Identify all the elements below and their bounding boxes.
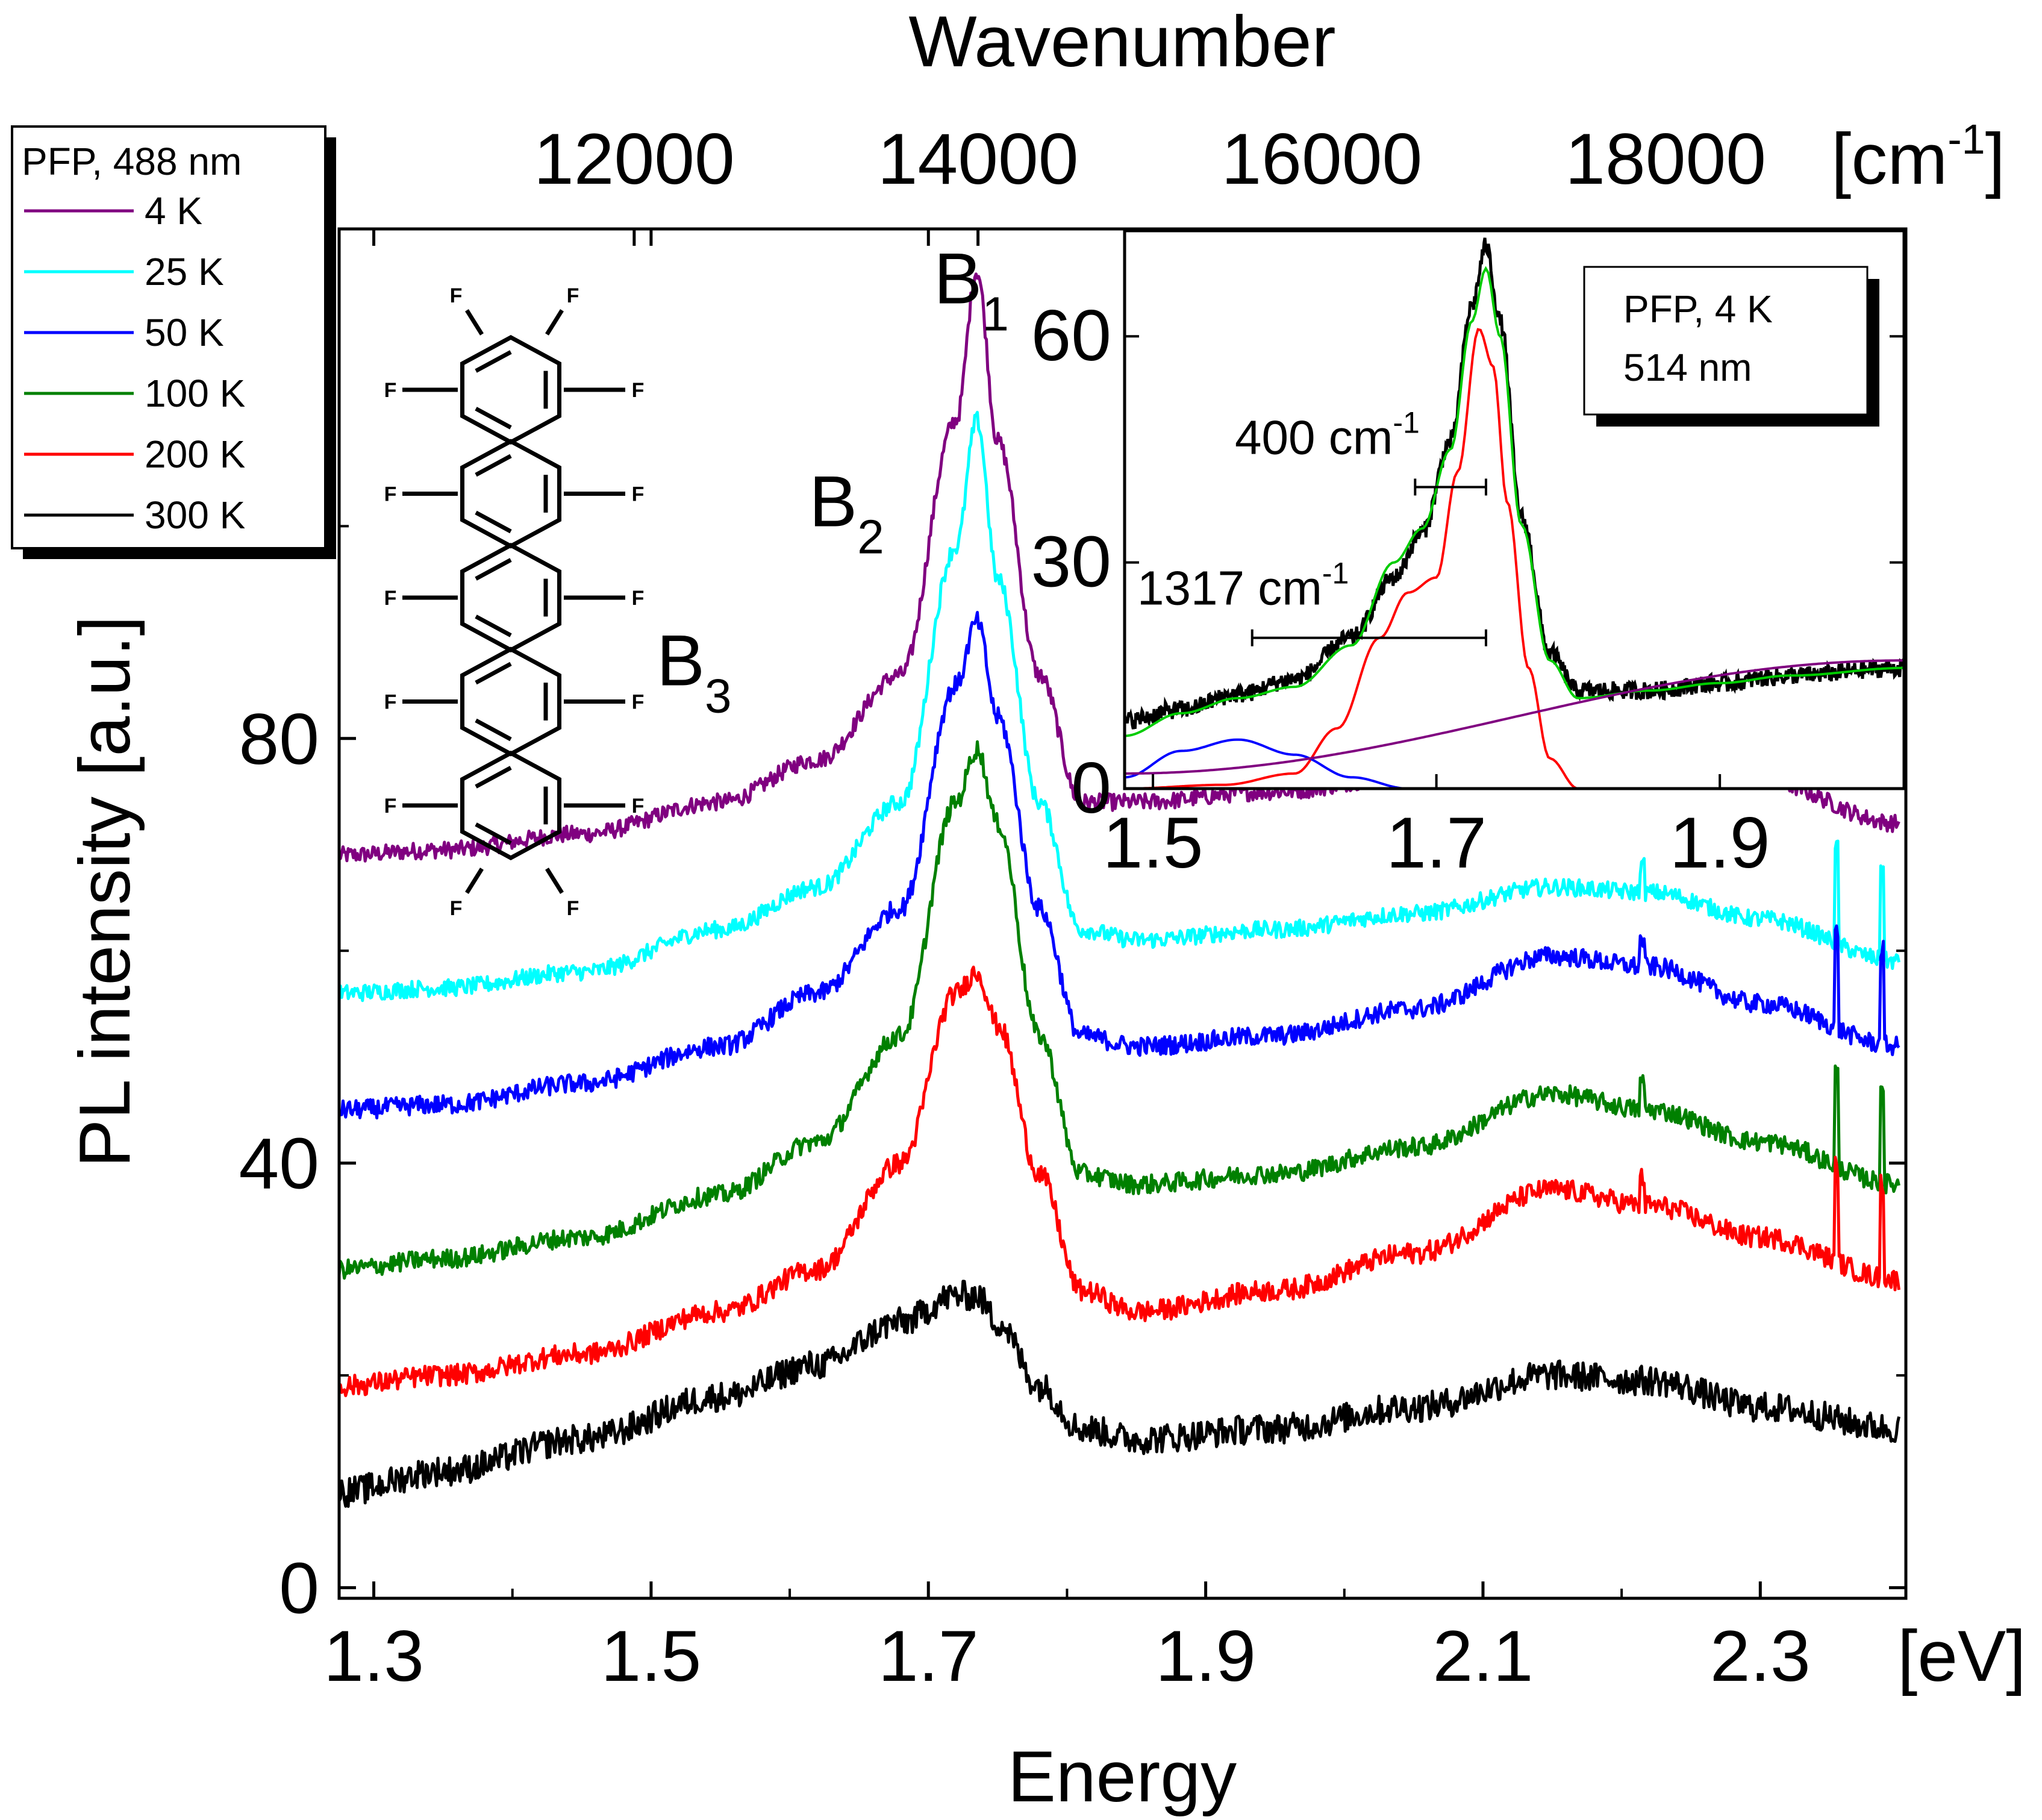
benzene-ring (460, 646, 561, 757)
inset-y-tick-label: 30 (1031, 522, 1111, 602)
fluorine-atom: F (384, 587, 397, 610)
peak-labels: B1 B2 B3 (657, 238, 1009, 722)
main-x-axis: 1.3 1.5 1.7 1.9 2.1 2.3 (323, 229, 1811, 1696)
main-y-axis: 0 40 80 (239, 525, 1906, 1628)
inset-y-tick-label: 60 (1031, 295, 1111, 376)
x-tick-label: 1.3 (323, 1616, 424, 1696)
fluorine-atom: F (450, 284, 463, 307)
double-bond (475, 661, 512, 685)
inset-annotation-label: 1317 cm-1 (1137, 557, 1349, 615)
x-tick-label: 1.7 (878, 1616, 979, 1696)
fluorine-atom: F (567, 284, 579, 307)
double-bond (475, 718, 512, 742)
x-axis-title: Energy (1008, 1736, 1237, 1817)
fluorine-atom: F (567, 897, 579, 920)
top-wavenumber-axis: 12000 14000 16000 18000 (534, 119, 1766, 246)
legend-item-label: 200 K (145, 433, 245, 476)
benzene-ring (460, 439, 561, 549)
double-bond (475, 822, 512, 845)
inset-series-fit (1124, 266, 1904, 737)
x-axis-unit: [eV] (1897, 1616, 2026, 1696)
double-bond (475, 766, 512, 789)
series-100k (337, 740, 1900, 1280)
inset-series-baseline (1125, 659, 1904, 775)
top-tick-label: 14000 (878, 119, 1079, 199)
top-axis-title: Wavenumber (908, 1, 1335, 82)
legend-title: PFP, 488 nm (22, 140, 242, 183)
inset-x-axis: 1.5 1.7 1.9 (1103, 774, 1770, 883)
inset-legend-subtitle: 514 nm (1623, 346, 1752, 389)
legend-item-label: 300 K (145, 493, 245, 537)
series-200k (337, 965, 1900, 1398)
fluorine-atom: F (632, 691, 645, 714)
fluorine-atom: F (632, 587, 645, 610)
legend-item-label: 100 K (145, 372, 245, 415)
peak-label-b2: B2 (809, 461, 884, 563)
double-bond (475, 350, 512, 373)
main-plot-frame (337, 227, 1908, 1600)
benzene-ring (460, 543, 561, 652)
top-axis-unit: [cm-1] (1831, 116, 2005, 199)
top-tick-label: 12000 (534, 119, 735, 199)
peak-label-b3: B3 (657, 621, 732, 723)
inset-annotation-label: 400 cm-1 (1235, 405, 1420, 464)
legend: PFP, 488 nm 4 K 25 K 50 K 100 K 200 K 300 K (11, 125, 336, 559)
double-bond (475, 454, 512, 477)
inset-x-tick-label: 1.5 (1103, 802, 1204, 883)
c-f-bond (465, 309, 484, 336)
inset-legend-title: PFP, 4 K (1623, 287, 1773, 331)
inset-x-tick-label: 1.9 (1670, 802, 1770, 883)
series-300k (337, 1280, 1900, 1508)
c-f-bond (465, 868, 484, 894)
benzene-ring (460, 751, 561, 860)
legend-item-label: 50 K (145, 311, 224, 354)
double-bond (475, 407, 512, 430)
inset-plot: 1.5 1.7 1.9 0 30 60 400 cm-1 1317 cm-1 PFP, 4… (1031, 229, 1906, 883)
y-axis-title: PL intensity [a.u.] (64, 616, 145, 1168)
peak-label-b1: B1 (934, 238, 1009, 340)
fluorine-atom: F (384, 795, 397, 818)
inset-annotations: 400 cm-1 1317 cm-1 (1137, 405, 1487, 646)
legend-item-label: 25 K (145, 250, 224, 293)
fluorine-atom: F (632, 483, 645, 506)
fluorine-atom: F (384, 483, 397, 506)
x-tick-label: 2.1 (1433, 1616, 1534, 1696)
inset-x-tick-label: 1.7 (1386, 802, 1487, 883)
series-25k (337, 410, 1900, 1002)
top-tick-label: 16000 (1222, 119, 1423, 199)
double-bond (475, 558, 512, 581)
top-tick-label: 18000 (1565, 119, 1766, 199)
y-tick-label: 40 (239, 1124, 319, 1204)
legend-item-label: 4 K (145, 189, 202, 233)
double-bond (475, 510, 512, 534)
c-f-bond (545, 309, 564, 336)
inset-legend: PFP, 4 K 514 nm (1583, 266, 1879, 427)
fluorine-atom: F (632, 379, 645, 402)
y-tick-label: 0 (279, 1548, 319, 1628)
inset-y-tick-label: 0 (1071, 748, 1111, 828)
inset-y-axis: 0 30 60 (1031, 295, 1904, 828)
fluorine-atom: F (384, 691, 397, 714)
x-tick-label: 2.3 (1710, 1616, 1811, 1696)
fluorine-atom: F (384, 379, 397, 402)
c-f-bond (545, 868, 564, 894)
perfluoropentacene-molecule: F F F F F F F F F F F F F F (384, 284, 645, 920)
x-tick-label: 1.5 (601, 1616, 701, 1696)
fluorine-atom: F (450, 897, 463, 920)
series-50k (337, 611, 1900, 1120)
benzene-ring (460, 335, 561, 445)
fluorine-atom: F (632, 795, 645, 818)
y-tick-label: 80 (239, 699, 319, 780)
double-bond (475, 614, 512, 637)
x-tick-label: 1.9 (1155, 1616, 1256, 1696)
